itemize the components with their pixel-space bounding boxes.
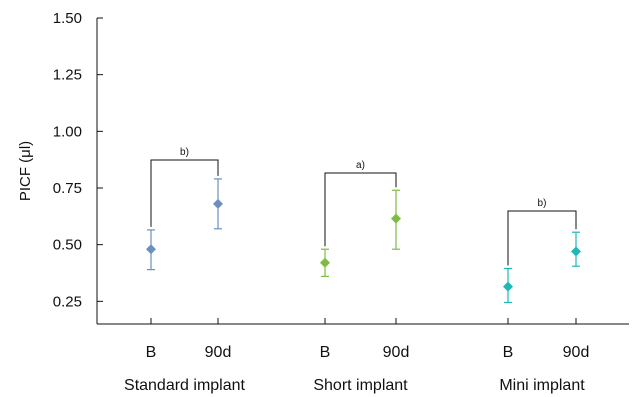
plot-area: b) B 90d Standard implant a) B 90d Short implan…	[124, 147, 589, 394]
group-label: Standard implant	[124, 377, 246, 394]
significance-label: b)	[180, 147, 189, 158]
significance-label: a)	[356, 160, 365, 171]
group-2: b) B 90d Mini implant	[499, 198, 589, 394]
group-label: Mini implant	[499, 377, 585, 394]
y-tick-label: 1.50	[53, 10, 82, 27]
y-tick-label: 0.25	[53, 293, 82, 310]
x-tick-label: 90d	[563, 344, 590, 361]
y-axis-title: PICF (μl)	[17, 141, 34, 201]
data-point-marker	[146, 244, 156, 255]
significance-label: b)	[538, 198, 547, 209]
significance-bracket	[507, 210, 577, 266]
y-tick-label: 1.25	[53, 67, 82, 84]
y-axis: 0.25 0.50 0.75 1.00 1.25 1.50	[53, 10, 103, 324]
group-1: a) B 90d Short implant	[313, 160, 409, 394]
x-tick-label: B	[503, 344, 514, 361]
data-point-marker	[320, 257, 330, 268]
x-tick-label: 90d	[383, 344, 410, 361]
group-0: b) B 90d Standard implant	[124, 147, 246, 394]
y-tick-label: 0.75	[53, 180, 82, 197]
group-label: Short implant	[313, 377, 408, 394]
significance-bracket	[324, 172, 397, 247]
data-point-marker	[503, 281, 513, 292]
y-ticks: 0.25 0.50 0.75 1.00 1.25 1.50	[53, 10, 103, 310]
data-point-marker	[213, 198, 223, 209]
y-tick-label: 0.50	[53, 237, 82, 254]
data-point-marker	[571, 246, 581, 257]
data-point-marker	[391, 213, 401, 224]
y-tick-label: 1.00	[53, 123, 82, 140]
significance-bracket	[150, 159, 219, 227]
x-tick-label: B	[146, 344, 157, 361]
x-tick-label: B	[320, 344, 331, 361]
x-tick-label: 90d	[205, 344, 232, 361]
